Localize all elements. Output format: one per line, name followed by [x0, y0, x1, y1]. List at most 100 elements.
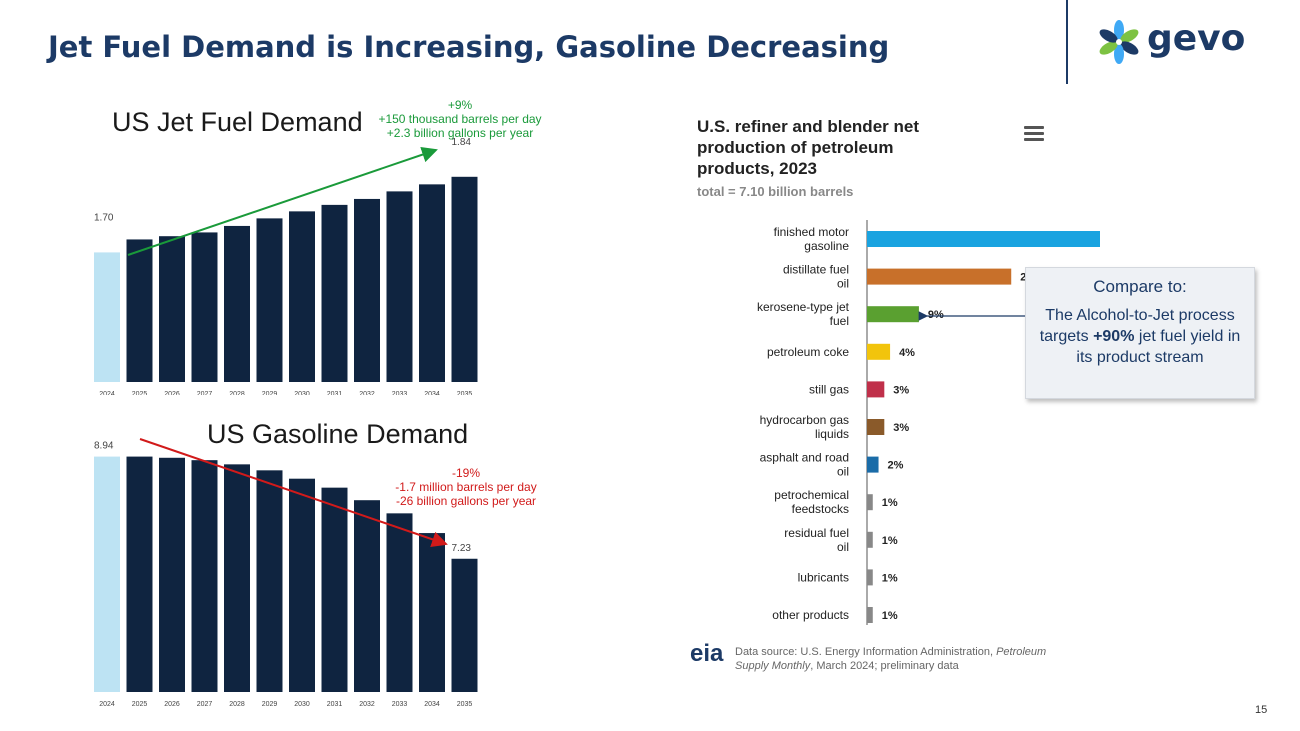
tick-label-2027: 2027 [197, 701, 213, 708]
bar-2024 [94, 456, 120, 692]
tick-label-2032: 2032 [359, 391, 375, 395]
eia-bar-2 [867, 306, 919, 323]
eia-value-label-9: 1% [882, 572, 898, 584]
eia-value-label-8: 1% [882, 535, 898, 547]
bar-2030 [289, 478, 315, 692]
eia-category-label-7: petrochemical feedstocks [774, 488, 849, 516]
eia-category-label-3: petroleum coke [767, 345, 849, 359]
eia-category-label-10: other products [772, 608, 849, 622]
value-label-last: 1.84 [452, 137, 472, 148]
bar-2035 [451, 176, 478, 382]
annotation-line-1: +150 thousand barrels per day [378, 112, 541, 126]
jet-chart-title: US Jet Fuel Demand [112, 107, 363, 137]
eia-data-source: Data source: U.S. Energy Information Adm… [735, 646, 1047, 672]
value-label-first: 1.70 [94, 212, 114, 223]
eia-value-label-10: 1% [882, 610, 898, 622]
value-label-first: 8.94 [94, 441, 114, 452]
annotation-line-0: -19% [452, 466, 480, 480]
tick-label-2033: 2033 [392, 701, 408, 708]
tick-label-2030: 2030 [294, 701, 310, 708]
bar-2025 [126, 456, 153, 692]
eia-category-label-4: still gas [809, 382, 849, 396]
eia-bar-3 [867, 343, 891, 360]
eia-bar-4 [867, 381, 885, 398]
tick-label-2034: 2034 [424, 391, 440, 395]
tick-label-2034: 2034 [424, 701, 440, 708]
gevo-logo: gevo [1095, 18, 1255, 68]
tick-label-2032: 2032 [359, 701, 375, 708]
callout-body: The Alcohol-to-Jet process targets +90% … [1039, 307, 1241, 366]
page-number: 15 [1255, 704, 1268, 716]
bar-2032 [354, 500, 380, 692]
callout-heading: Compare to: [1093, 277, 1187, 296]
tick-label-2031: 2031 [327, 391, 343, 395]
eia-category-label-5: hydrocarbon gas liquids [760, 413, 849, 441]
eia-category-label-8: residual fuel oil [784, 526, 849, 554]
eia-value-label-5: 3% [893, 422, 909, 434]
gasoline-chart: 2024 2025 2026 2027 2028 2029 2030 2031 2032 2033… [94, 438, 537, 708]
compare-callout: Compare to: The Alcohol-to-Jet process t… [1025, 267, 1255, 399]
trend-arrow [139, 438, 448, 548]
eia-bar-5 [867, 419, 885, 435]
tick-label-2029: 2029 [262, 391, 278, 395]
hamburger-menu-icon[interactable] [1024, 126, 1044, 141]
bar-2031 [321, 487, 348, 692]
callout-arrow [918, 311, 1025, 321]
eia-bar-10 [867, 607, 873, 623]
eia-value-label-3: 4% [899, 347, 915, 359]
tick-label-2035: 2035 [457, 391, 473, 395]
eia-category-label-2: kerosene-type jet fuel [757, 300, 850, 328]
tick-label-2028: 2028 [229, 701, 245, 708]
bar-2029 [256, 218, 283, 382]
eia-bar-6 [867, 456, 879, 473]
tick-label-2029: 2029 [262, 701, 278, 708]
annotation-line-1: -1.7 million barrels per day [395, 480, 536, 494]
eia-logo: eia [690, 640, 724, 667]
tick-label-2025: 2025 [132, 701, 148, 708]
bar-2035 [451, 558, 478, 692]
value-label-last: 7.23 [452, 543, 472, 554]
tick-label-2027: 2027 [197, 391, 213, 395]
header-divider [1066, 0, 1068, 84]
eia-chart-subtitle: total = 7.10 billion barrels [697, 184, 854, 199]
tick-label-2024: 2024 [99, 701, 115, 708]
page-title: Jet Fuel Demand is Increasing, Gasoline … [48, 30, 890, 64]
bar-2033 [386, 191, 413, 382]
bar-2026 [159, 457, 185, 692]
annotation-line-2: -26 billion gallons per year [396, 494, 536, 508]
eia-category-label-0: finished motor gasoline [774, 225, 850, 253]
tick-label-2026: 2026 [164, 701, 180, 708]
bar-2034 [419, 184, 445, 382]
tick-label-2025: 2025 [132, 391, 148, 395]
eia-bar-7 [867, 494, 873, 511]
tick-label-2028: 2028 [229, 391, 245, 395]
tick-label-2031: 2031 [327, 701, 343, 708]
bar-2031 [321, 204, 348, 382]
eia-value-label-2: 9% [928, 309, 944, 321]
eia-value-label-6: 2% [888, 460, 904, 472]
eia-production-chart: finished motorgasoline50%distillate fuel… [757, 220, 1100, 625]
eia-category-label-9: lubricants [798, 570, 849, 584]
bar-2026 [159, 236, 185, 382]
tick-label-2035: 2035 [457, 701, 473, 708]
bar-2025 [126, 239, 153, 382]
trend-arrow [127, 146, 438, 256]
bar-2029 [256, 470, 283, 692]
bar-2028 [224, 225, 250, 382]
eia-value-label-7: 1% [882, 497, 898, 509]
jet-fuel-chart: 2024 2025 2026 2027 2028 2029 2030 2031 2032 2033… [94, 98, 542, 395]
eia-category-label-1: distillate fuel oil [783, 263, 849, 291]
tick-label-2030: 2030 [294, 391, 310, 395]
bar-2033 [386, 513, 413, 692]
bar-2034 [419, 533, 445, 692]
bar-2027 [191, 460, 218, 692]
eia-bar-9 [867, 569, 873, 586]
eia-bar-0 [867, 231, 1100, 247]
tick-label-2033: 2033 [392, 391, 408, 395]
gasoline-chart-title: US Gasoline Demand [207, 419, 469, 449]
eia-bar-8 [867, 531, 873, 548]
bar-2024 [94, 252, 120, 382]
annotation-line-2: +2.3 billion gallons per year [387, 126, 533, 140]
bar-2028 [224, 464, 250, 692]
gevo-logo-text: gevo [1147, 18, 1246, 59]
